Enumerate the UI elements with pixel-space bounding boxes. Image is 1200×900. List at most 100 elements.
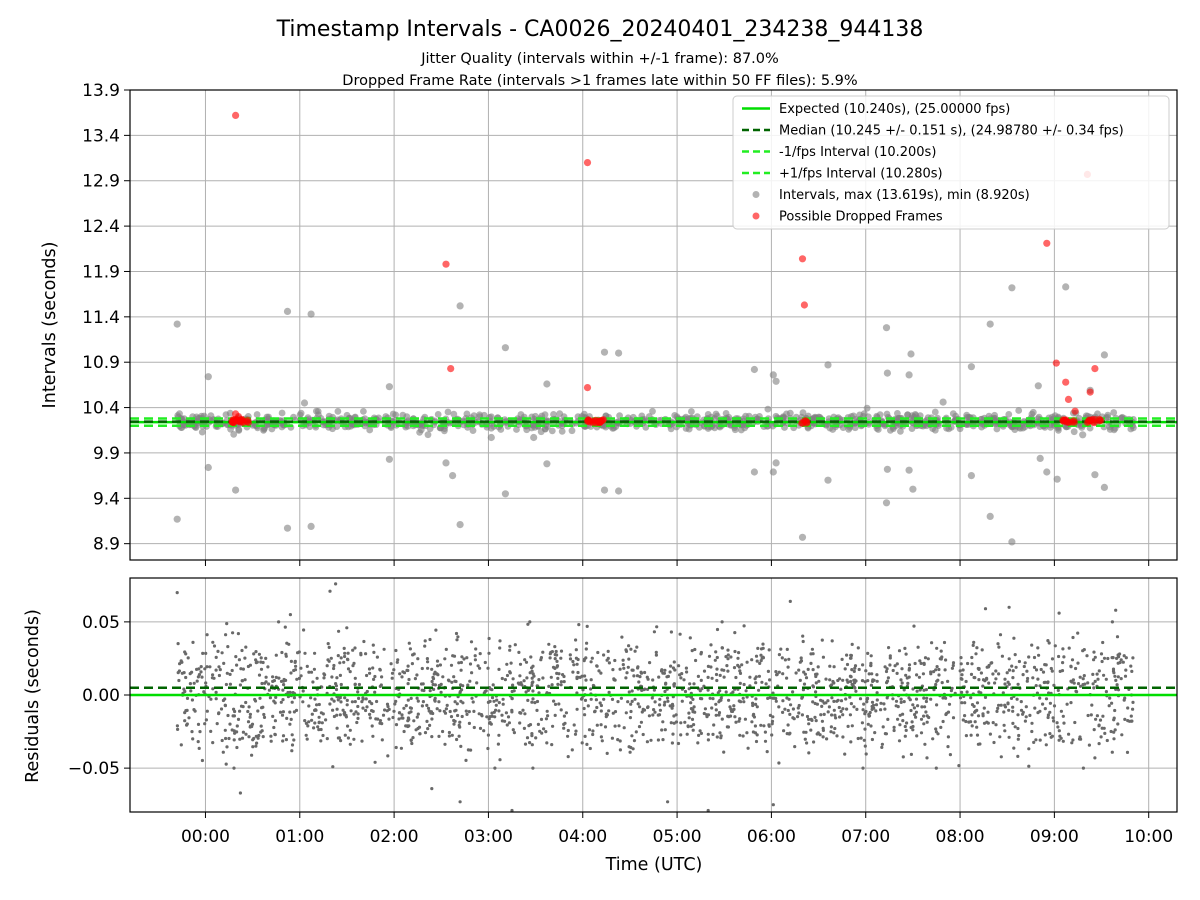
dropped-frame-point: [442, 260, 450, 268]
legend-intervals-label: Intervals, max (13.619s), min (8.920s): [779, 188, 1030, 203]
residual-point: [908, 698, 912, 702]
interval-point: [456, 521, 464, 529]
residual-point: [807, 717, 811, 722]
residual-point: [455, 702, 459, 706]
residual-point: [750, 658, 754, 662]
residual-point: [679, 721, 683, 725]
residual-point: [175, 724, 179, 728]
residual-point: [415, 696, 419, 700]
residual-point: [187, 716, 191, 720]
residual-point: [912, 706, 917, 710]
residual-point: [595, 723, 599, 727]
residual-point: [530, 734, 534, 738]
residual-point: [594, 698, 599, 702]
residual-point: [898, 713, 902, 717]
residual-point: [430, 735, 434, 739]
residual-point: [718, 673, 722, 678]
residual-point: [362, 639, 366, 644]
residual-point: [699, 731, 704, 736]
interval-point: [986, 512, 994, 521]
residual-point: [994, 677, 998, 681]
residual-point: [820, 704, 824, 709]
residual-point: [794, 671, 798, 675]
residual-point: [205, 633, 209, 637]
residual-point: [510, 808, 514, 813]
residual-point: [498, 758, 502, 762]
residual-point: [903, 724, 907, 729]
residual-point: [580, 741, 584, 745]
dropped-frame-point: [234, 413, 243, 421]
residual-point: [746, 746, 750, 750]
residual-point: [901, 755, 905, 759]
residual-point: [208, 665, 212, 669]
residual-point: [530, 743, 534, 747]
residual-point: [685, 670, 689, 674]
residual-point: [759, 659, 763, 663]
residual-point: [591, 732, 595, 737]
residual-point: [327, 659, 331, 663]
residual-point: [924, 710, 928, 714]
residual-point: [530, 700, 534, 704]
interval-point: [600, 348, 609, 356]
residual-point: [703, 707, 708, 711]
residual-point: [766, 669, 771, 674]
residual-point: [879, 701, 883, 705]
residual-point: [409, 706, 413, 710]
residual-point: [798, 678, 802, 683]
residual-point: [354, 710, 358, 714]
interval-point: [1100, 483, 1108, 491]
interval-point: [278, 409, 286, 417]
residual-point: [1085, 654, 1089, 658]
residual-point: [845, 707, 849, 711]
residual-point: [884, 669, 889, 674]
residual-point: [230, 728, 234, 732]
residual-point: [869, 654, 873, 658]
residual-point: [351, 648, 355, 652]
residual-point: [1023, 719, 1027, 723]
residual-point: [313, 708, 318, 712]
residual-point: [603, 725, 608, 729]
residual-point: [973, 676, 977, 680]
dropped-frame-point: [1043, 239, 1051, 247]
residual-point: [722, 675, 726, 679]
interval-point: [786, 409, 794, 417]
residual-point: [915, 689, 919, 693]
residual-point: [428, 723, 432, 728]
residual-point: [228, 722, 232, 726]
residual-point: [274, 675, 278, 680]
residual-point: [453, 700, 457, 704]
residual-point: [632, 739, 637, 743]
residual-point: [248, 712, 252, 717]
residual-point: [969, 733, 973, 737]
residual-point: [726, 669, 730, 673]
residual-point: [204, 681, 208, 685]
residual-point: [406, 698, 410, 702]
residual-point: [625, 671, 629, 675]
residual-point: [1125, 750, 1130, 755]
interval-point: [769, 371, 777, 379]
residual-point: [361, 696, 365, 700]
residual-point: [999, 755, 1003, 759]
residual-point: [738, 681, 742, 686]
residual-point: [353, 700, 357, 704]
residual-point: [511, 677, 515, 681]
residual-point: [850, 724, 854, 728]
residual-point: [1104, 677, 1108, 681]
dropped-frame-point: [583, 384, 592, 392]
residual-point: [799, 656, 803, 660]
residual-point: [770, 719, 775, 724]
residual-point: [511, 728, 515, 732]
residual-point: [493, 766, 497, 770]
residual-point: [209, 697, 213, 701]
residual-point: [858, 697, 863, 701]
chart-subtitle-jitter: Jitter Quality (intervals within +/-1 fr…: [420, 51, 779, 67]
residual-point: [835, 734, 839, 738]
residual-point: [285, 716, 289, 721]
residual-point: [198, 730, 202, 734]
residual-point: [711, 732, 715, 737]
interval-point: [173, 320, 181, 328]
residual-point: [531, 689, 535, 693]
residual-point: [830, 696, 834, 700]
residual-point: [1095, 672, 1099, 676]
residual-point: [891, 668, 895, 673]
